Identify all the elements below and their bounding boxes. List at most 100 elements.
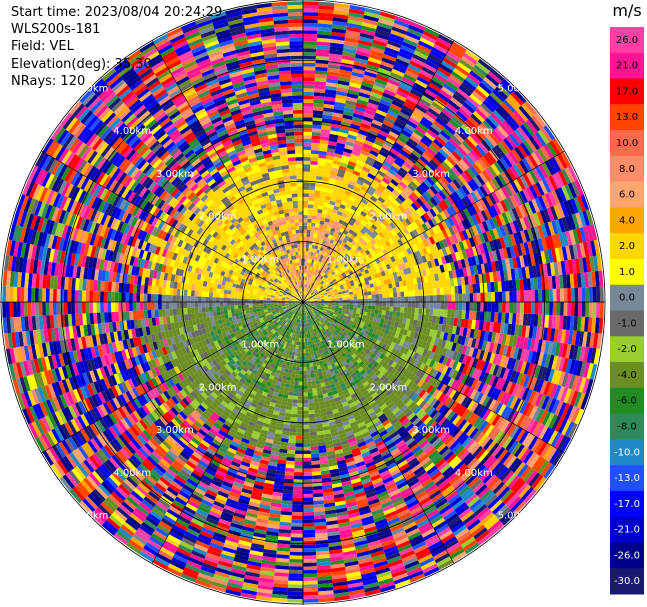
velocity-gate bbox=[594, 270, 600, 287]
velocity-gate bbox=[337, 289, 342, 293]
velocity-gate bbox=[366, 284, 371, 289]
velocity-gate bbox=[445, 246, 452, 255]
velocity-gate bbox=[533, 252, 540, 266]
velocity-gate bbox=[550, 262, 556, 276]
velocity-gate bbox=[492, 239, 499, 251]
velocity-gate bbox=[562, 274, 568, 289]
velocity-gate bbox=[310, 300, 314, 302]
velocity-gate bbox=[516, 231, 524, 244]
velocity-gate bbox=[374, 273, 379, 279]
velocity-gate bbox=[576, 227, 583, 244]
velocity-gate bbox=[465, 284, 470, 294]
velocity-gate bbox=[494, 260, 500, 272]
velocity-gate bbox=[376, 281, 381, 287]
velocity-gate bbox=[397, 275, 403, 282]
velocity-gate bbox=[454, 251, 461, 261]
velocity-gate bbox=[383, 279, 389, 285]
velocity-gate bbox=[519, 278, 524, 291]
velocity-gate bbox=[306, 299, 310, 301]
velocity-gate bbox=[324, 299, 329, 301]
velocity-gate bbox=[587, 271, 593, 287]
velocity-gate bbox=[458, 241, 465, 251]
velocity-gate bbox=[558, 232, 566, 247]
velocity-gate bbox=[342, 293, 346, 296]
velocity-gate bbox=[572, 244, 579, 259]
velocity-gate bbox=[447, 286, 452, 295]
velocity-gate bbox=[569, 273, 575, 288]
info-panel: Start time: 2023/08/04 20:24:29 WLS200s-… bbox=[11, 4, 222, 90]
velocity-gate bbox=[485, 230, 493, 242]
velocity-gate bbox=[576, 272, 582, 288]
velocity-gate bbox=[338, 291, 342, 295]
velocity-gate bbox=[551, 248, 558, 263]
velocity-gate bbox=[412, 277, 418, 285]
velocity-gate bbox=[327, 296, 332, 298]
velocity-gate bbox=[497, 281, 502, 292]
velocity-gate bbox=[579, 242, 586, 258]
velocity-gate bbox=[475, 234, 483, 245]
velocity-gate bbox=[363, 288, 368, 293]
velocity-gate bbox=[504, 280, 510, 292]
velocity-gate bbox=[363, 291, 368, 296]
velocity-gate bbox=[386, 297, 390, 302]
velocity-gate bbox=[469, 265, 475, 276]
velocity-gate bbox=[542, 263, 549, 277]
velocity-gate bbox=[449, 278, 455, 287]
velocity-gate bbox=[468, 284, 474, 294]
velocity-gate bbox=[574, 287, 579, 302]
velocity-gate bbox=[385, 292, 390, 298]
velocity-gate bbox=[321, 299, 325, 302]
velocity-gate bbox=[454, 285, 459, 294]
velocity-gate bbox=[338, 295, 343, 299]
velocity-gate bbox=[473, 292, 477, 302]
velocity-gate bbox=[362, 285, 367, 290]
velocity-gate bbox=[516, 290, 521, 302]
velocity-gate bbox=[551, 234, 559, 249]
velocity-gate bbox=[472, 283, 477, 294]
velocity-gate bbox=[436, 294, 441, 302]
velocity-gate bbox=[414, 283, 419, 291]
velocity-gate bbox=[424, 282, 430, 290]
velocity-gate bbox=[558, 274, 564, 289]
velocity-gate bbox=[515, 256, 522, 268]
velocity-gate bbox=[342, 299, 347, 302]
velocity-gate bbox=[331, 298, 336, 301]
velocity-gate bbox=[566, 274, 571, 289]
nrays-label: NRays: 120 bbox=[11, 73, 86, 89]
velocity-gate bbox=[381, 284, 386, 290]
velocity-gate bbox=[520, 242, 527, 256]
velocity-gate bbox=[364, 298, 369, 302]
velocity-gate bbox=[520, 230, 527, 243]
velocity-gate bbox=[333, 289, 338, 292]
velocity-gate bbox=[480, 292, 485, 302]
velocity-gate bbox=[404, 273, 410, 281]
velocity-gate bbox=[309, 298, 314, 301]
velocity-gate bbox=[375, 294, 379, 299]
velocity-gate bbox=[467, 275, 473, 285]
velocity-gate bbox=[555, 275, 560, 289]
velocity-gate bbox=[537, 224, 545, 239]
velocity-gate bbox=[411, 272, 417, 279]
velocity-gate bbox=[522, 254, 529, 267]
velocity-gate bbox=[578, 211, 587, 227]
velocity-gate bbox=[353, 296, 358, 300]
velocity-gate bbox=[382, 275, 387, 281]
velocity-gate bbox=[516, 218, 524, 232]
velocity-gate bbox=[575, 258, 581, 274]
velocity-gate bbox=[506, 234, 513, 247]
velocity-gate bbox=[396, 286, 401, 293]
velocity-gate bbox=[585, 287, 590, 302]
velocity-gate bbox=[320, 297, 325, 300]
velocity-gate bbox=[451, 243, 459, 253]
velocity-gate bbox=[567, 288, 572, 302]
velocity-gate bbox=[402, 280, 407, 287]
velocity-gate bbox=[440, 256, 447, 265]
velocity-gate bbox=[572, 228, 580, 244]
velocity-gate bbox=[377, 272, 383, 278]
velocity-gate bbox=[429, 267, 435, 275]
velocity-gate bbox=[476, 264, 482, 275]
velocity-gate bbox=[534, 289, 539, 302]
velocity-gate bbox=[430, 259, 436, 268]
velocity-gate bbox=[377, 285, 382, 291]
